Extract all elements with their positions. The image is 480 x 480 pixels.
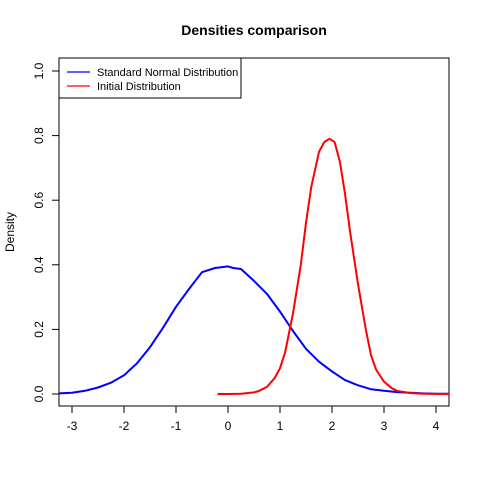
series-line-standard-normal [58, 265, 450, 395]
y-tick-label: 0.8 [32, 127, 46, 144]
series-line-initial [217, 137, 450, 395]
x-tick-label: -1 [171, 419, 182, 433]
series-layer [58, 137, 450, 395]
y-tick-label: 0.2 [32, 321, 46, 338]
plot-frame [58, 57, 450, 407]
x-tick-label: 2 [329, 419, 336, 433]
x-tick-label: 4 [433, 419, 440, 433]
y-tick-label: 1.0 [32, 62, 46, 79]
y-tick-label: 0.6 [32, 192, 46, 209]
legend: Standard Normal Distribution Initial Dis… [58, 57, 242, 99]
x-tick-label: -2 [119, 419, 130, 433]
x-tick-label: 0 [225, 419, 232, 433]
legend-box [58, 57, 242, 99]
y-tick-label: 0.0 [32, 385, 46, 402]
chart-title: Densities comparison [181, 22, 327, 38]
x-tick-label: 1 [277, 419, 284, 433]
x-tick-label: -3 [67, 419, 78, 433]
y-tick-label: 0.4 [32, 256, 46, 273]
y-axis-label: Density [3, 212, 17, 252]
legend-label-initial: Initial Distribution [97, 81, 181, 93]
y-axis: 0.0 0.2 0.4 0.6 0.8 1.0 [32, 62, 59, 402]
x-axis: -3 -2 -1 0 1 2 3 4 [67, 406, 440, 433]
legend-label-standard-normal: Standard Normal Distribution [97, 67, 238, 79]
x-tick-label: 3 [381, 419, 388, 433]
